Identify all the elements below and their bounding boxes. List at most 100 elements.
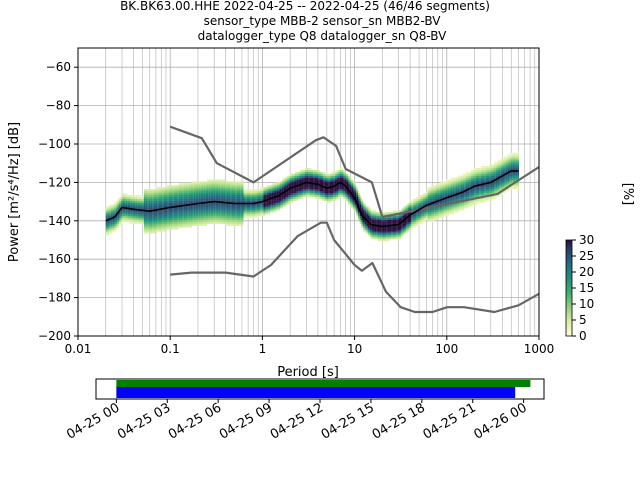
- heatmap-cell: [329, 175, 332, 178]
- heatmap-cell: [401, 208, 403, 211]
- heatmap-cell: [509, 162, 511, 165]
- heatmap-cell: [409, 206, 412, 209]
- heatmap-cell: [143, 217, 146, 221]
- heatmap-cell: [195, 221, 198, 224]
- heatmap-cell: [170, 187, 173, 190]
- heatmap-cell: [260, 208, 262, 211]
- heatmap-cell: [128, 216, 131, 219]
- heatmap-cell: [163, 210, 166, 213]
- heatmap-cell: [326, 175, 329, 178]
- heatmap-cell: [211, 179, 214, 182]
- heatmap-cell: [125, 192, 128, 196]
- heatmap-cell: [221, 181, 224, 184]
- heatmap-cell: [153, 225, 156, 228]
- heatmap-cell: [464, 187, 466, 190]
- heatmap-cell: [351, 189, 354, 192]
- heatmap-cell: [203, 219, 206, 222]
- heatmap-cell: [251, 216, 254, 219]
- heatmap-cell: [296, 198, 299, 201]
- heatmap-cell: [211, 187, 214, 190]
- heatmap-cell: [235, 198, 237, 201]
- heatmap-cell: [442, 206, 445, 209]
- heatmap-cell: [286, 187, 289, 190]
- heatmap-cell: [341, 177, 344, 180]
- heatmap-cell: [223, 219, 226, 222]
- heatmap-cell: [479, 177, 481, 180]
- heatmap-cell: [200, 200, 203, 203]
- heatmap-cell: [477, 200, 480, 203]
- heatmap-cell: [172, 212, 174, 215]
- heatmap-cell: [211, 206, 214, 209]
- heatmap-cell: [263, 191, 266, 194]
- heatmap-cell: [230, 208, 232, 211]
- heatmap-cell: [271, 202, 274, 205]
- heatmap-cell: [323, 194, 325, 197]
- heatmap-cell: [429, 217, 432, 221]
- heatmap-cell: [495, 191, 498, 194]
- heatmap-cell: [304, 192, 307, 196]
- heatmap-cell: [348, 177, 350, 180]
- heatmap-cell: [392, 212, 395, 215]
- heatmap-cell: [225, 183, 227, 186]
- heatmap-cell: [429, 196, 432, 199]
- heatmap-cell: [251, 210, 254, 213]
- heatmap-cell: [386, 217, 388, 221]
- heatmap-cell: [205, 212, 207, 215]
- heatmap-cell: [236, 183, 239, 186]
- heatmap-cell: [266, 191, 269, 194]
- heatmap-cell: [225, 202, 227, 205]
- heatmap-cell: [148, 204, 151, 207]
- heatmap-cell: [180, 221, 183, 224]
- heatmap-cell: [283, 183, 285, 186]
- heatmap-cell: [379, 216, 382, 219]
- heatmap-cell: [210, 189, 212, 192]
- heatmap-cell: [150, 194, 153, 197]
- heatmap-cell: [484, 173, 486, 176]
- heatmap-cell: [173, 223, 176, 226]
- heatmap-cell: [351, 196, 354, 199]
- heatmap-cell: [369, 217, 372, 221]
- heatmap-cell: [124, 196, 126, 199]
- heatmap-cell: [220, 191, 222, 194]
- heatmap-cell: [477, 173, 480, 176]
- heatmap-cell: [459, 187, 461, 190]
- heatmap-cell: [265, 194, 267, 197]
- heatmap-cell: [268, 189, 271, 192]
- heatmap-cell: [369, 233, 372, 236]
- heatmap-cell: [246, 212, 249, 215]
- heatmap-cell: [485, 196, 488, 199]
- heatmap-cell: [137, 219, 139, 222]
- heatmap-cell: [253, 204, 256, 207]
- heatmap-cell: [510, 177, 513, 180]
- heatmap-cell: [246, 198, 249, 201]
- heatmap-cell: [348, 181, 350, 184]
- heatmap-cell: [371, 227, 373, 230]
- heatmap-cell: [155, 192, 158, 196]
- heatmap-cell: [472, 177, 475, 180]
- heatmap-cell: [197, 216, 199, 219]
- heatmap-cell: [170, 196, 173, 199]
- heatmap-cell: [250, 192, 252, 196]
- heatmap-cell: [165, 225, 168, 228]
- heatmap-cell: [155, 217, 158, 221]
- heatmap-cell: [407, 219, 410, 222]
- heatmap-cell: [163, 192, 166, 196]
- heatmap-cell: [479, 200, 481, 203]
- heatmap-cell: [429, 187, 432, 190]
- heatmap-cell: [243, 210, 246, 213]
- heatmap-cell: [434, 214, 437, 217]
- heatmap-cell: [364, 223, 367, 226]
- heatmap-cell: [158, 189, 161, 192]
- heatmap-cell: [206, 187, 209, 190]
- heatmap-cell: [450, 206, 453, 209]
- heatmap-cell: [427, 212, 430, 215]
- heatmap-cell: [150, 214, 153, 217]
- heatmap-cell: [399, 233, 402, 236]
- heatmap-cell: [301, 181, 304, 184]
- heatmap-cell: [117, 204, 120, 207]
- heatmap-cell: [480, 177, 483, 180]
- heatmap-cell: [422, 212, 425, 215]
- heatmap-cell: [351, 191, 354, 194]
- heatmap-cell: [119, 200, 121, 203]
- heatmap-cell: [467, 206, 470, 209]
